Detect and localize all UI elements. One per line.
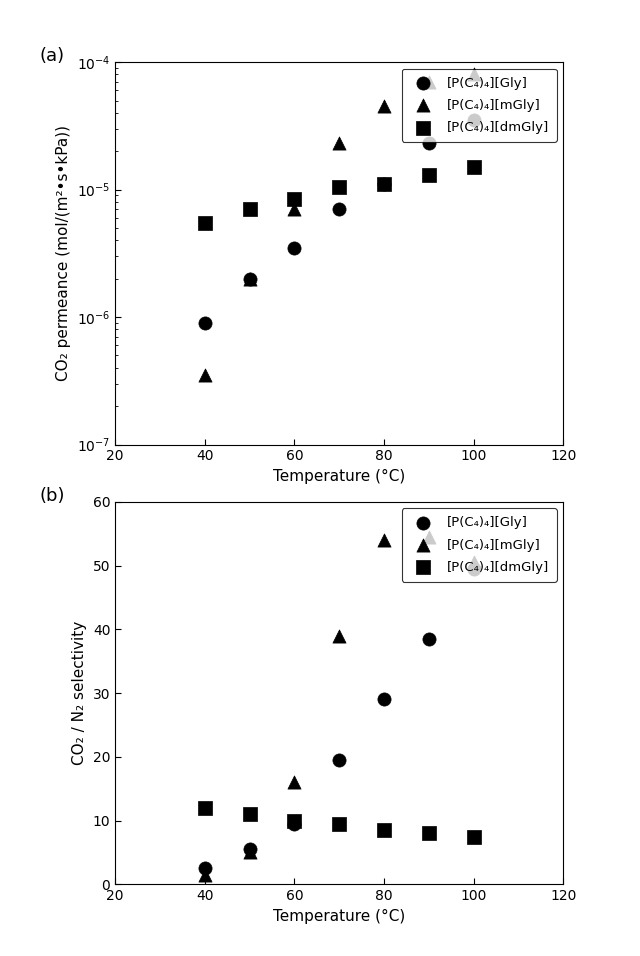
[P(C₄)₄][Gly] <box>289 240 300 255</box>
Text: (a): (a) <box>39 47 64 65</box>
[P(C₄)₄][Gly] <box>334 752 344 768</box>
[P(C₄)₄][dmGly] <box>334 816 344 832</box>
[P(C₄)₄][Gly] <box>244 272 255 287</box>
[P(C₄)₄][Gly] <box>200 315 210 331</box>
[P(C₄)₄][dmGly] <box>289 191 300 206</box>
[P(C₄)₄][Gly] <box>379 692 389 707</box>
[P(C₄)₄][mGly] <box>289 774 300 790</box>
[P(C₄)₄][dmGly] <box>379 822 389 837</box>
[P(C₄)₄][Gly] <box>379 177 389 192</box>
Y-axis label: CO₂ permeance (mol/(m²•s•kPa)): CO₂ permeance (mol/(m²•s•kPa)) <box>56 125 71 381</box>
[P(C₄)₄][dmGly] <box>289 813 300 828</box>
[P(C₄)₄][Gly] <box>200 860 210 876</box>
[P(C₄)₄][dmGly] <box>200 215 210 230</box>
[P(C₄)₄][mGly] <box>200 867 210 882</box>
[P(C₄)₄][mGly] <box>244 845 255 860</box>
[P(C₄)₄][Gly] <box>424 136 434 151</box>
[P(C₄)₄][dmGly] <box>200 800 210 815</box>
Y-axis label: CO₂ / N₂ selectivity: CO₂ / N₂ selectivity <box>72 621 87 765</box>
[P(C₄)₄][mGly] <box>244 272 255 287</box>
[P(C₄)₄][mGly] <box>289 202 300 217</box>
Legend: [P(C₄)₄][Gly], [P(C₄)₄][mGly], [P(C₄)₄][dmGly]: [P(C₄)₄][Gly], [P(C₄)₄][mGly], [P(C₄)₄][… <box>401 509 557 582</box>
[P(C₄)₄][Gly] <box>468 561 479 576</box>
[P(C₄)₄][mGly] <box>334 628 344 643</box>
[P(C₄)₄][mGly] <box>334 136 344 151</box>
[P(C₄)₄][dmGly] <box>468 829 479 844</box>
[P(C₄)₄][Gly] <box>468 113 479 128</box>
X-axis label: Temperature (°C): Temperature (°C) <box>273 909 405 923</box>
[P(C₄)₄][mGly] <box>379 98 389 114</box>
[P(C₄)₄][dmGly] <box>244 202 255 217</box>
[P(C₄)₄][dmGly] <box>379 177 389 192</box>
[P(C₄)₄][mGly] <box>424 530 434 545</box>
[P(C₄)₄][mGly] <box>424 75 434 90</box>
Legend: [P(C₄)₄][Gly], [P(C₄)₄][mGly], [P(C₄)₄][dmGly]: [P(C₄)₄][Gly], [P(C₄)₄][mGly], [P(C₄)₄][… <box>401 69 557 142</box>
[P(C₄)₄][mGly] <box>468 67 479 82</box>
[P(C₄)₄][dmGly] <box>244 807 255 822</box>
[P(C₄)₄][Gly] <box>334 202 344 217</box>
[P(C₄)₄][dmGly] <box>424 167 434 183</box>
[P(C₄)₄][mGly] <box>379 532 389 548</box>
[P(C₄)₄][dmGly] <box>424 826 434 841</box>
[P(C₄)₄][Gly] <box>244 841 255 857</box>
[P(C₄)₄][dmGly] <box>468 160 479 175</box>
[P(C₄)₄][Gly] <box>289 816 300 832</box>
[P(C₄)₄][mGly] <box>468 554 479 570</box>
X-axis label: Temperature (°C): Temperature (°C) <box>273 469 405 484</box>
[P(C₄)₄][Gly] <box>424 631 434 646</box>
[P(C₄)₄][mGly] <box>200 367 210 382</box>
Text: (b): (b) <box>39 487 65 505</box>
[P(C₄)₄][dmGly] <box>334 180 344 195</box>
